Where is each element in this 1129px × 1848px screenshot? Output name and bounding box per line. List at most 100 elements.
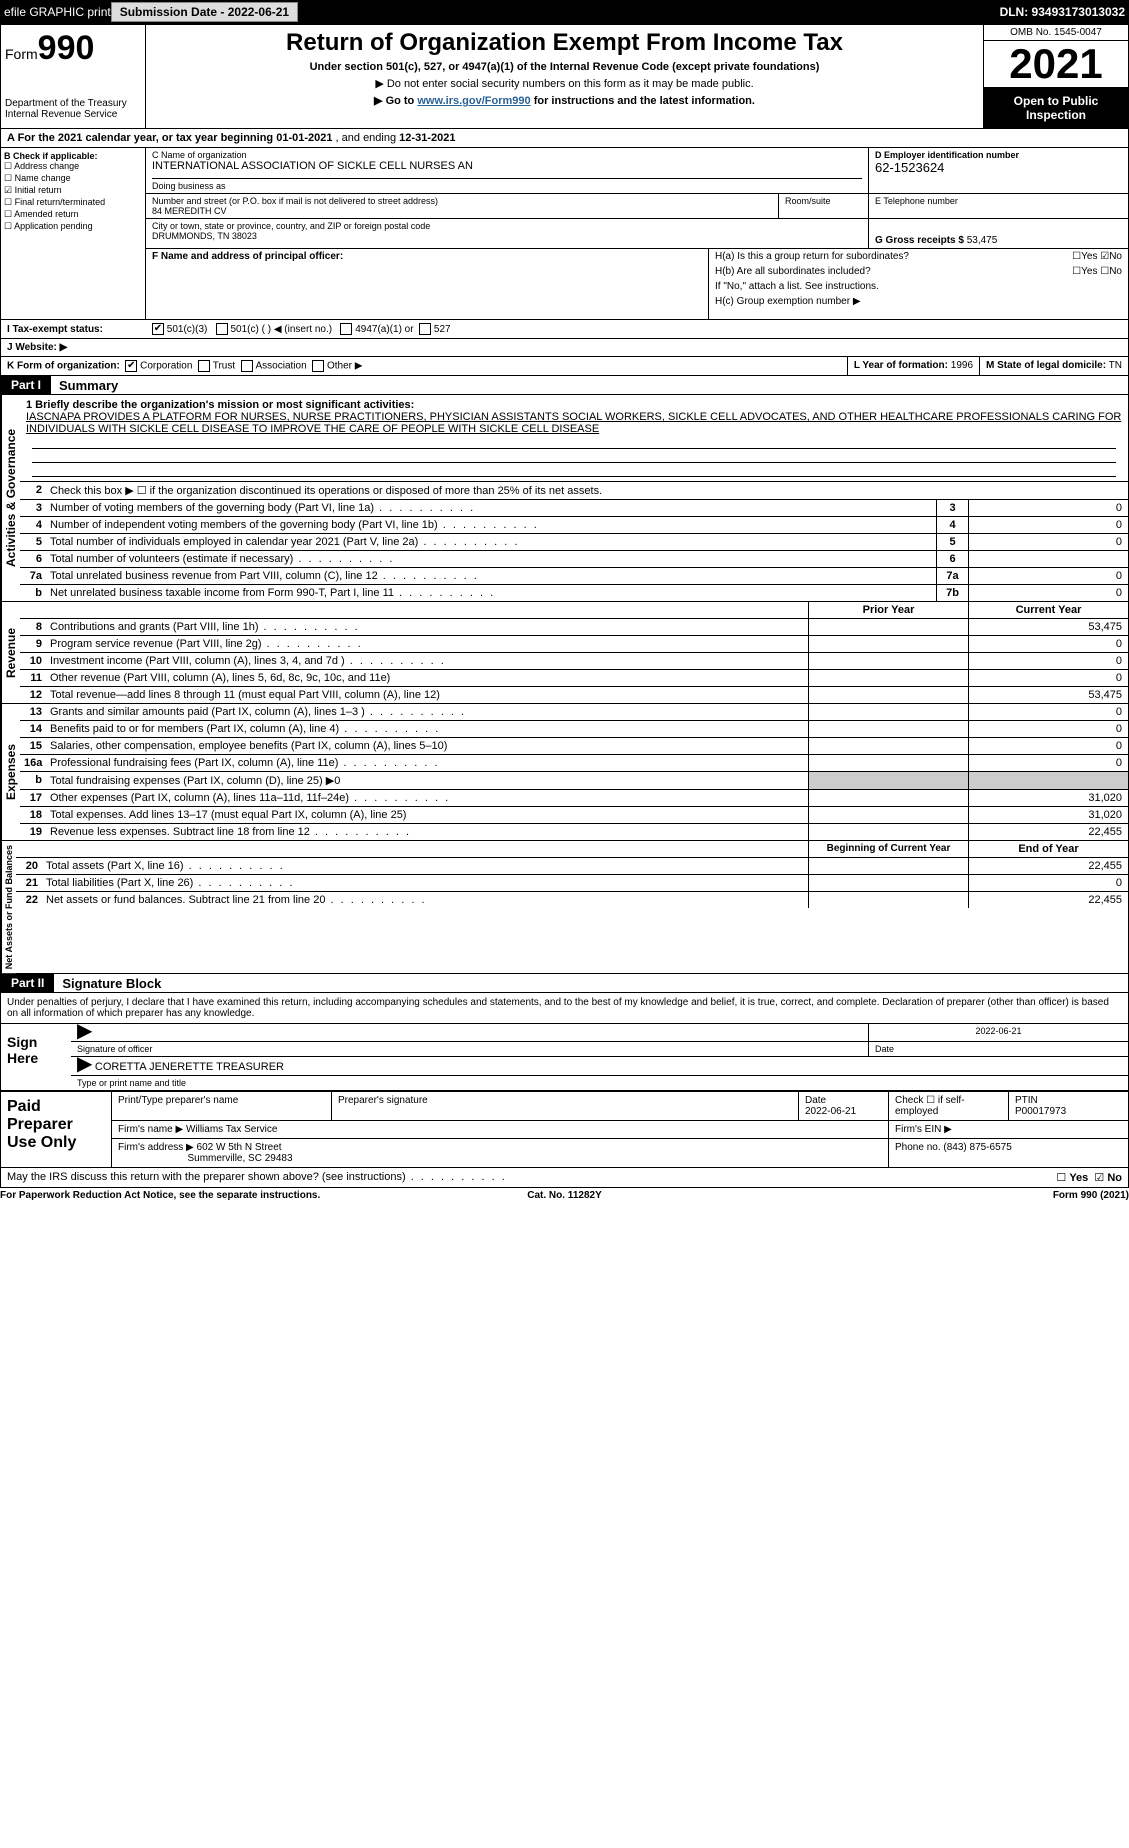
- omb-number: OMB No. 1545-0047: [984, 25, 1128, 41]
- line19: Revenue less expenses. Subtract line 18 …: [46, 824, 808, 840]
- curr12: 53,475: [968, 687, 1128, 703]
- tel-label: E Telephone number: [875, 196, 1122, 206]
- chk-501c[interactable]: [216, 323, 228, 335]
- curr16b: [968, 772, 1128, 789]
- chk-other[interactable]: [312, 360, 324, 372]
- chk-amended[interactable]: ☐ Amended return: [4, 209, 142, 220]
- prep-date-label: Date: [805, 1095, 826, 1106]
- f-label: F Name and address of principal officer:: [152, 251, 343, 262]
- irs-link[interactable]: www.irs.gov/Form990: [417, 95, 530, 107]
- form-id-cell: Form990 Department of the Treasury Inter…: [1, 25, 146, 128]
- prior14: [808, 721, 968, 737]
- chk-corporation[interactable]: [125, 360, 137, 372]
- part-ii-title: Signature Block: [54, 976, 161, 991]
- row-f-principal: F Name and address of principal officer:…: [146, 249, 1128, 319]
- end-year-hdr: End of Year: [968, 841, 1128, 857]
- phone-value: (843) 875-6575: [943, 1142, 1011, 1153]
- prior-year-hdr: Prior Year: [808, 602, 968, 618]
- row-a-mid: , and ending: [336, 132, 400, 144]
- chk-initial-return[interactable]: ☑ Initial return: [4, 185, 142, 196]
- chk-final-return[interactable]: ☐ Final return/terminated: [4, 197, 142, 208]
- col-b-checkboxes: B Check if applicable: ☐ Address change …: [1, 148, 146, 319]
- arrow-icon: ▶: [77, 1053, 92, 1075]
- chk-address-change[interactable]: ☐ Address change: [4, 161, 142, 172]
- chk-app-pending[interactable]: ☐ Application pending: [4, 221, 142, 232]
- preparer-sig-label: Preparer's signature: [331, 1092, 798, 1120]
- prior12: [808, 687, 968, 703]
- chk-trust[interactable]: [198, 360, 210, 372]
- line4: Number of independent voting members of …: [46, 517, 936, 533]
- officer-name-title: CORETTA JENERETTE TREASURER: [95, 1061, 284, 1073]
- sign-here-label: Sign Here: [1, 1024, 71, 1090]
- curr15: 0: [968, 738, 1128, 754]
- room-label: Room/suite: [785, 196, 862, 206]
- form-number: Form990: [5, 29, 141, 68]
- current-year-hdr: Current Year: [968, 602, 1128, 618]
- org-name: INTERNATIONAL ASSOCIATION OF SICKLE CELL…: [152, 160, 862, 172]
- chk-501c3[interactable]: [152, 323, 164, 335]
- self-employed-check[interactable]: Check ☐ if self-employed: [888, 1092, 1008, 1120]
- beg22: [808, 892, 968, 908]
- chk-association[interactable]: [241, 360, 253, 372]
- prior9: [808, 636, 968, 652]
- val4: 0: [968, 517, 1128, 533]
- side-label-expenses: Expenses: [1, 704, 20, 840]
- col-cd: C Name of organization INTERNATIONAL ASS…: [146, 148, 1128, 319]
- val7a: 0: [968, 568, 1128, 584]
- perjury-declaration: Under penalties of perjury, I declare th…: [1, 993, 1128, 1023]
- sign-right: ▶ 2022-06-21 Signature of officer Date ▶…: [71, 1024, 1128, 1090]
- line8: Contributions and grants (Part VIII, lin…: [46, 619, 808, 635]
- curr9: 0: [968, 636, 1128, 652]
- ein-cell: D Employer identification number 62-1523…: [868, 148, 1128, 193]
- gross-label: G Gross receipts $: [875, 235, 964, 246]
- paid-preparer-block: Paid Preparer Use Only Print/Type prepar…: [0, 1091, 1129, 1168]
- group-return-cell: H(a) Is this a group return for subordin…: [708, 249, 1128, 319]
- section-net-assets: Net Assets or Fund Balances Beginning of…: [0, 841, 1129, 974]
- org-name-cell: C Name of organization INTERNATIONAL ASS…: [146, 148, 868, 193]
- paperwork-notice: For Paperwork Reduction Act Notice, see …: [0, 1190, 376, 1201]
- row-a-tax-year: A For the 2021 calendar year, or tax yea…: [0, 129, 1129, 148]
- efile-label: efile GRAPHIC print: [4, 5, 111, 19]
- form-subtitle: Under section 501(c), 527, or 4947(a)(1)…: [154, 61, 975, 73]
- line9: Program service revenue (Part VIII, line…: [46, 636, 808, 652]
- line20: Total assets (Part X, line 16): [42, 858, 808, 874]
- prior16a: [808, 755, 968, 771]
- curr19: 22,455: [968, 824, 1128, 840]
- ha-yesno: ☐Yes ☑No: [1072, 251, 1122, 262]
- col-b-header: B Check if applicable:: [4, 151, 98, 161]
- part-i-header: Part I Summary: [0, 376, 1129, 395]
- form-header: Form990 Department of the Treasury Inter…: [0, 24, 1129, 129]
- net-body: Beginning of Current YearEnd of Year 20T…: [16, 841, 1128, 973]
- ssn-note: ▶ Do not enter social security numbers o…: [154, 77, 975, 90]
- part-ii-header: Part II Signature Block: [0, 974, 1129, 993]
- tax-year: 2021: [984, 41, 1128, 87]
- form-word: Form: [5, 46, 38, 62]
- prior17: [808, 790, 968, 806]
- chk-4947[interactable]: [340, 323, 352, 335]
- val3: 0: [968, 500, 1128, 516]
- goto-pre: ▶ Go to: [374, 95, 417, 107]
- chk-name-change[interactable]: ☐ Name change: [4, 173, 142, 184]
- line15: Salaries, other compensation, employee b…: [46, 738, 808, 754]
- dba-label: Doing business as: [152, 181, 862, 191]
- val6: [968, 551, 1128, 567]
- chk-527[interactable]: [419, 323, 431, 335]
- ag-body: 1 Briefly describe the organization's mi…: [20, 395, 1128, 601]
- line11: Other revenue (Part VIII, column (A), li…: [46, 670, 808, 686]
- state-domicile: M State of legal domicile: TN: [979, 357, 1128, 375]
- line2: Check this box ▶ ☐ if the organization d…: [46, 482, 1128, 499]
- row-k-formtype: K Form of organization: Corporation Trus…: [0, 357, 1129, 376]
- ein-value: 62-1523624: [875, 160, 1122, 175]
- submission-date-button[interactable]: Submission Date - 2022-06-21: [111, 2, 298, 22]
- prep-date: 2022-06-21: [805, 1106, 856, 1117]
- firm-addr-label: Firm's address ▶: [118, 1142, 194, 1153]
- end21: 0: [968, 875, 1128, 891]
- line14: Benefits paid to or for members (Part IX…: [46, 721, 808, 737]
- org-info-block: B Check if applicable: ☐ Address change …: [0, 148, 1129, 320]
- principal-officer-cell: F Name and address of principal officer:: [146, 249, 708, 319]
- may-irs-yesno: ☐ Yes ☑ No: [1056, 1171, 1122, 1184]
- phone-label: Phone no.: [895, 1142, 941, 1153]
- line6: Total number of volunteers (estimate if …: [46, 551, 936, 567]
- side-label-net: Net Assets or Fund Balances: [1, 841, 16, 973]
- form-990-number: 990: [38, 29, 95, 67]
